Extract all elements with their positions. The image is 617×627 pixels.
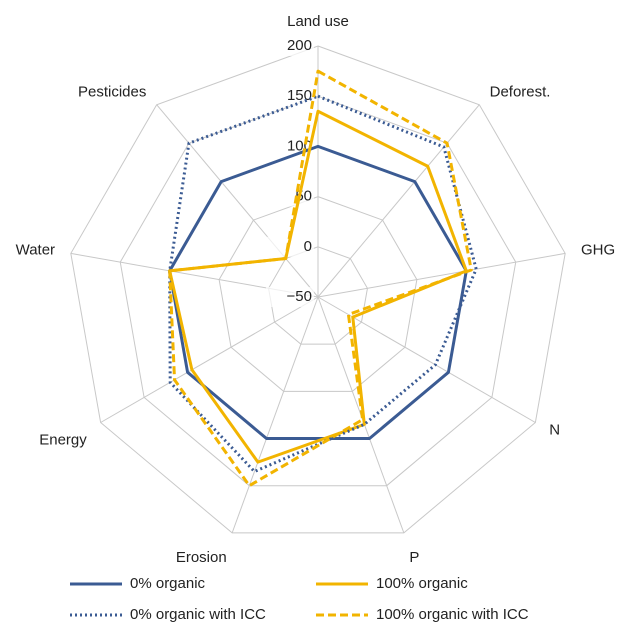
tick-label-bg [266,287,314,307]
category-label: Erosion [176,549,227,566]
category-label: Energy [39,431,87,448]
tick-label: 200 [287,37,312,54]
category-label: P [409,549,419,566]
axis-spoke [100,296,319,423]
axis-spoke [231,296,319,534]
legend-label: 100% organic [376,575,468,592]
tick-label: 0 [304,238,312,255]
axis-spoke [317,252,566,298]
axis-spoke [156,104,319,298]
category-label: Land use [287,13,349,30]
series-line [168,69,473,488]
grid-ring [70,45,566,534]
category-label: Pesticides [78,83,146,100]
series-line [168,94,478,474]
tick-label-bg [266,186,314,207]
series-line [168,144,468,441]
tick-label-bg [266,236,314,257]
tick-label: 150 [287,87,312,104]
grid-ring [119,95,517,487]
legend-label: 0% organic [130,575,206,592]
grid-ring [268,246,368,345]
grid-ring [218,196,418,392]
category-label: GHG [581,242,615,259]
legend-label: 0% organic with ICC [130,606,266,623]
axis-spoke [317,296,536,423]
tick-label-bg [266,36,314,56]
tick-label: −50 [287,288,312,305]
legend-label: 100% organic with ICC [376,606,529,623]
category-label: Water [16,242,55,259]
tick-label-bg [266,86,314,107]
axis-spoke [317,104,480,298]
category-label: N [549,421,560,438]
category-label: Deforest. [490,83,551,100]
